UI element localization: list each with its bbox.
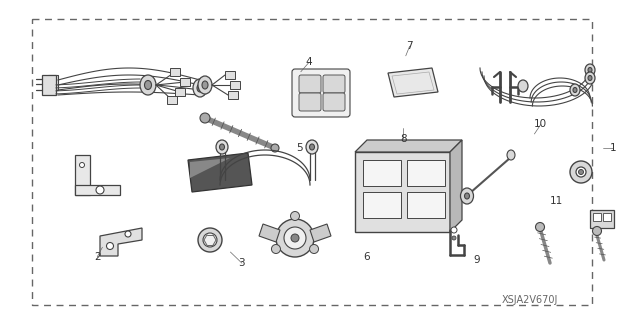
Ellipse shape [291, 234, 299, 242]
Ellipse shape [536, 222, 545, 232]
Ellipse shape [125, 231, 131, 237]
Ellipse shape [284, 227, 306, 249]
Polygon shape [170, 68, 180, 76]
Ellipse shape [588, 76, 592, 80]
Polygon shape [230, 81, 240, 89]
Ellipse shape [452, 236, 456, 240]
Text: 3: 3 [239, 258, 245, 268]
Polygon shape [180, 78, 190, 86]
Polygon shape [450, 140, 462, 232]
Polygon shape [228, 91, 238, 99]
Ellipse shape [216, 140, 228, 154]
Ellipse shape [588, 68, 592, 72]
Ellipse shape [573, 87, 577, 93]
Polygon shape [388, 68, 438, 97]
Bar [363, 160, 401, 186]
FancyBboxPatch shape [323, 75, 345, 93]
Ellipse shape [271, 244, 280, 254]
Ellipse shape [585, 64, 595, 76]
Ellipse shape [585, 72, 595, 84]
Ellipse shape [271, 144, 279, 152]
Ellipse shape [202, 81, 208, 89]
Ellipse shape [579, 169, 584, 174]
Text: 9: 9 [474, 255, 480, 265]
Bar [363, 192, 401, 218]
Text: 10: 10 [534, 119, 547, 130]
FancyBboxPatch shape [292, 69, 350, 117]
Polygon shape [355, 140, 462, 152]
Ellipse shape [220, 144, 225, 150]
Bar [593, 213, 601, 221]
Polygon shape [48, 75, 58, 90]
Text: 4: 4 [306, 57, 312, 67]
Ellipse shape [310, 244, 319, 254]
Polygon shape [188, 153, 252, 192]
FancyBboxPatch shape [299, 75, 321, 93]
Ellipse shape [576, 167, 586, 177]
Bar [407, 160, 445, 186]
Polygon shape [75, 185, 120, 195]
FancyBboxPatch shape [299, 93, 321, 111]
Ellipse shape [193, 79, 207, 97]
Ellipse shape [570, 161, 592, 183]
Ellipse shape [451, 227, 457, 233]
Bar [32, 19, 592, 305]
Text: 6: 6 [363, 252, 369, 262]
Polygon shape [42, 75, 56, 95]
Ellipse shape [291, 211, 300, 220]
Ellipse shape [200, 113, 210, 123]
Ellipse shape [96, 186, 104, 194]
Ellipse shape [106, 242, 113, 249]
Text: 7: 7 [406, 41, 413, 51]
Polygon shape [310, 224, 331, 242]
Polygon shape [355, 152, 450, 232]
Ellipse shape [198, 228, 222, 252]
Ellipse shape [461, 188, 474, 204]
Ellipse shape [306, 140, 318, 154]
Polygon shape [259, 224, 280, 242]
Ellipse shape [197, 84, 203, 92]
Ellipse shape [145, 80, 152, 90]
Ellipse shape [198, 76, 212, 94]
Text: 5: 5 [296, 143, 303, 153]
Ellipse shape [276, 219, 314, 257]
Bar [407, 192, 445, 218]
Bar [603, 213, 611, 221]
Bar [590, 210, 614, 228]
Ellipse shape [507, 150, 515, 160]
Polygon shape [100, 228, 142, 256]
Text: 11: 11 [550, 196, 563, 206]
FancyBboxPatch shape [323, 93, 345, 111]
Ellipse shape [79, 162, 84, 167]
Ellipse shape [518, 80, 528, 92]
Text: XSJA2V670J: XSJA2V670J [502, 295, 558, 305]
Text: 8: 8 [400, 134, 406, 144]
Text: 1: 1 [610, 143, 616, 153]
Polygon shape [75, 155, 90, 195]
Ellipse shape [465, 193, 470, 199]
Ellipse shape [593, 226, 602, 235]
Ellipse shape [570, 84, 580, 96]
Ellipse shape [310, 144, 314, 150]
Polygon shape [225, 71, 235, 79]
Polygon shape [167, 96, 177, 104]
Polygon shape [175, 88, 185, 96]
Ellipse shape [203, 233, 217, 247]
Ellipse shape [140, 75, 156, 95]
Polygon shape [190, 158, 230, 178]
Text: 2: 2 [94, 252, 100, 262]
